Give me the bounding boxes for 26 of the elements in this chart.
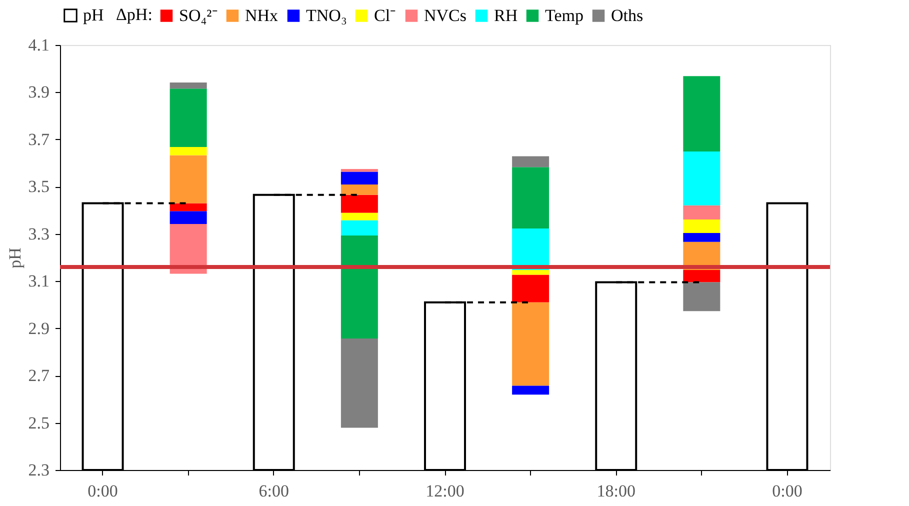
legend-label: Cl⁻: [374, 6, 396, 25]
legend-label: RH: [494, 6, 518, 25]
x-tick-label: 0:00: [88, 482, 118, 500]
legend-title: ΔpH:: [116, 5, 152, 24]
x-tick-label: 0:00: [772, 482, 802, 500]
x-tick-label: 12:00: [426, 482, 464, 500]
legend-label: Temp: [545, 6, 584, 25]
y-tick-label: 3.9: [28, 82, 50, 102]
y-tick-label: 4.1: [28, 36, 50, 54]
y-tick-label: 3.5: [28, 177, 50, 196]
y-tick-label: 3.3: [28, 224, 50, 244]
x-tick-label: 6:00: [258, 482, 290, 500]
y-tick-label: 2.9: [28, 318, 50, 338]
y-tick-label: 3.1: [28, 272, 50, 291]
y-axis-title: pH: [5, 248, 24, 268]
legend-label: pH: [83, 6, 104, 24]
y-tick-label: 2.3: [28, 460, 50, 480]
y-tick-label: 2.7: [28, 366, 50, 386]
legend-label: Oths: [611, 6, 644, 25]
legend-label: TNO₃: [306, 6, 347, 25]
y-tick-label: 2.5: [28, 413, 50, 432]
legend-label: NHx: [245, 6, 279, 25]
y-tick-label: 3.7: [28, 130, 50, 149]
x-tick-label: 18:00: [596, 482, 636, 500]
legend-label: NVCs: [424, 6, 467, 25]
legend-label: SO₄²⁻: [179, 6, 218, 25]
